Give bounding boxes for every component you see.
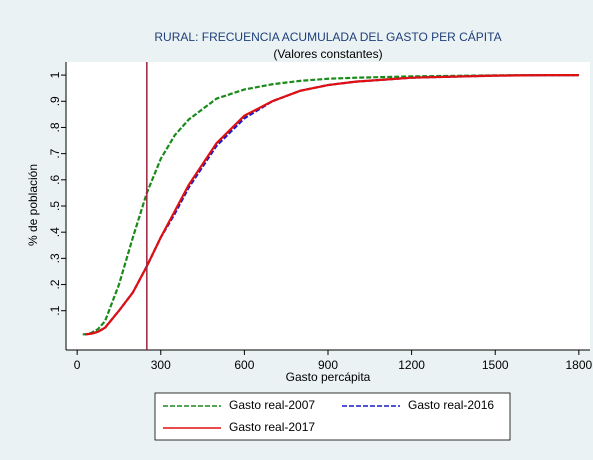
y-tick-label: .6 [48,174,62,184]
series-line [85,73,579,336]
legend-label: Gasto real-2007 [229,398,315,412]
y-tick-label: .2 [48,279,62,289]
x-axis-label: Gasto percápita [286,370,371,384]
x-tick-label: 1200 [398,358,425,372]
y-tick-label: .3 [48,253,62,263]
x-tick-label: 900 [318,358,338,372]
y-tick-label: .5 [48,201,62,211]
x-tick-label: 300 [151,358,171,372]
x-tick-label: 1500 [482,358,509,372]
y-tick-label: .8 [48,122,62,132]
legend-label: Gasto real-2017 [229,420,315,434]
y-tick-label: .9 [48,96,62,106]
y-tick-label: 1 [48,71,62,78]
y-tick-label: .4 [48,227,62,237]
x-tick-label: 1800 [565,358,592,372]
x-tick-label: 600 [234,358,254,372]
legend-box [154,392,511,441]
chart-subtitle: (Valores constantes) [273,47,382,61]
x-tick-label: 0 [74,358,81,372]
y-tick-label: .7 [48,148,62,158]
legend-label: Gasto real-2016 [408,398,494,412]
series-line [82,73,579,336]
chart-title: RURAL: FRECUENCIA ACUMULADA DEL GASTO PE… [154,29,501,44]
plot-area [66,62,590,350]
y-tick-label: .1 [48,305,62,315]
y-axis-label: % de población [26,164,40,246]
